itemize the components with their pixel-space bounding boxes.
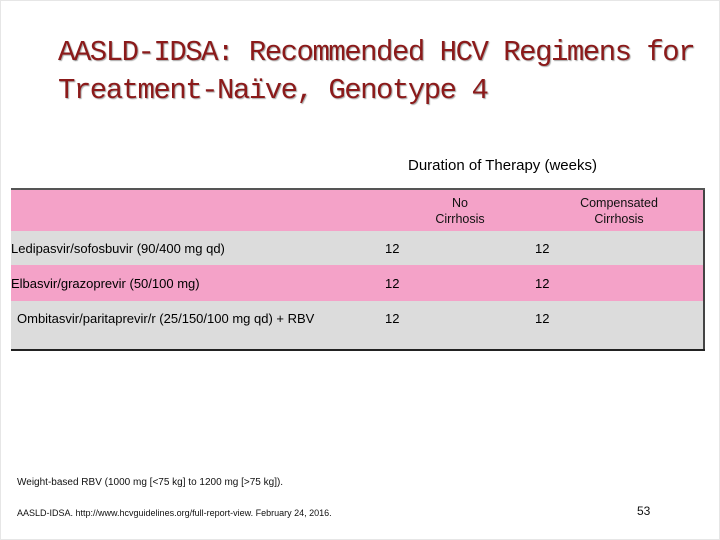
compensated-cell: 12 bbox=[535, 275, 550, 291]
regimen-cell: Elbasvir/grazoprevir (50/100 mg) bbox=[11, 275, 200, 291]
header-text: Cirrhosis bbox=[594, 211, 644, 226]
source-citation: AASLD-IDSA. http://www.hcvguidelines.org… bbox=[17, 508, 332, 518]
compensated-cell: 12 bbox=[535, 240, 550, 256]
compensated-cell: 12 bbox=[535, 311, 550, 326]
table-header-row: No Cirrhosis Compensated Cirrhosis bbox=[11, 189, 704, 231]
duration-header: Duration of Therapy (weeks) bbox=[408, 157, 597, 174]
table-row: Ombitasvir/paritaprevir/r (25/150/100 mg… bbox=[11, 301, 704, 350]
slide-title: AASLD-IDSA: Recommended HCV Regimens for… bbox=[58, 34, 708, 110]
header-text: Compensated bbox=[580, 195, 658, 210]
page-number: 53 bbox=[637, 504, 651, 518]
no-cirrhosis-header: No Cirrhosis bbox=[385, 189, 535, 231]
footnote: Weight-based RBV (1000 mg [<75 kg] to 12… bbox=[17, 477, 284, 488]
no-cirrhosis-cell: 12 bbox=[385, 275, 400, 291]
table-row: Ledipasvir/sofosbuvir (90/400 mg qd) 12 … bbox=[11, 231, 704, 265]
regimen-header-cell bbox=[11, 189, 385, 231]
regimen-cell: Ombitasvir/paritaprevir/r (25/150/100 mg… bbox=[17, 311, 315, 326]
regimen-cell: Ledipasvir/sofosbuvir (90/400 mg qd) bbox=[11, 240, 225, 256]
no-cirrhosis-cell: 12 bbox=[385, 311, 400, 326]
compensated-cirrhosis-header: Compensated Cirrhosis bbox=[535, 189, 704, 231]
header-text: Cirrhosis bbox=[435, 211, 485, 226]
regimen-table: No Cirrhosis Compensated Cirrhosis Ledip… bbox=[11, 188, 705, 351]
table-row: Elbasvir/grazoprevir (50/100 mg) 12 12 bbox=[11, 265, 704, 301]
header-text: No bbox=[452, 195, 468, 210]
no-cirrhosis-cell: 12 bbox=[385, 240, 400, 256]
title-line-2: Treatment-Naïve, Genotype 4 bbox=[58, 74, 489, 107]
title-line-1: AASLD-IDSA: Recommended HCV Regimens for bbox=[58, 36, 696, 69]
